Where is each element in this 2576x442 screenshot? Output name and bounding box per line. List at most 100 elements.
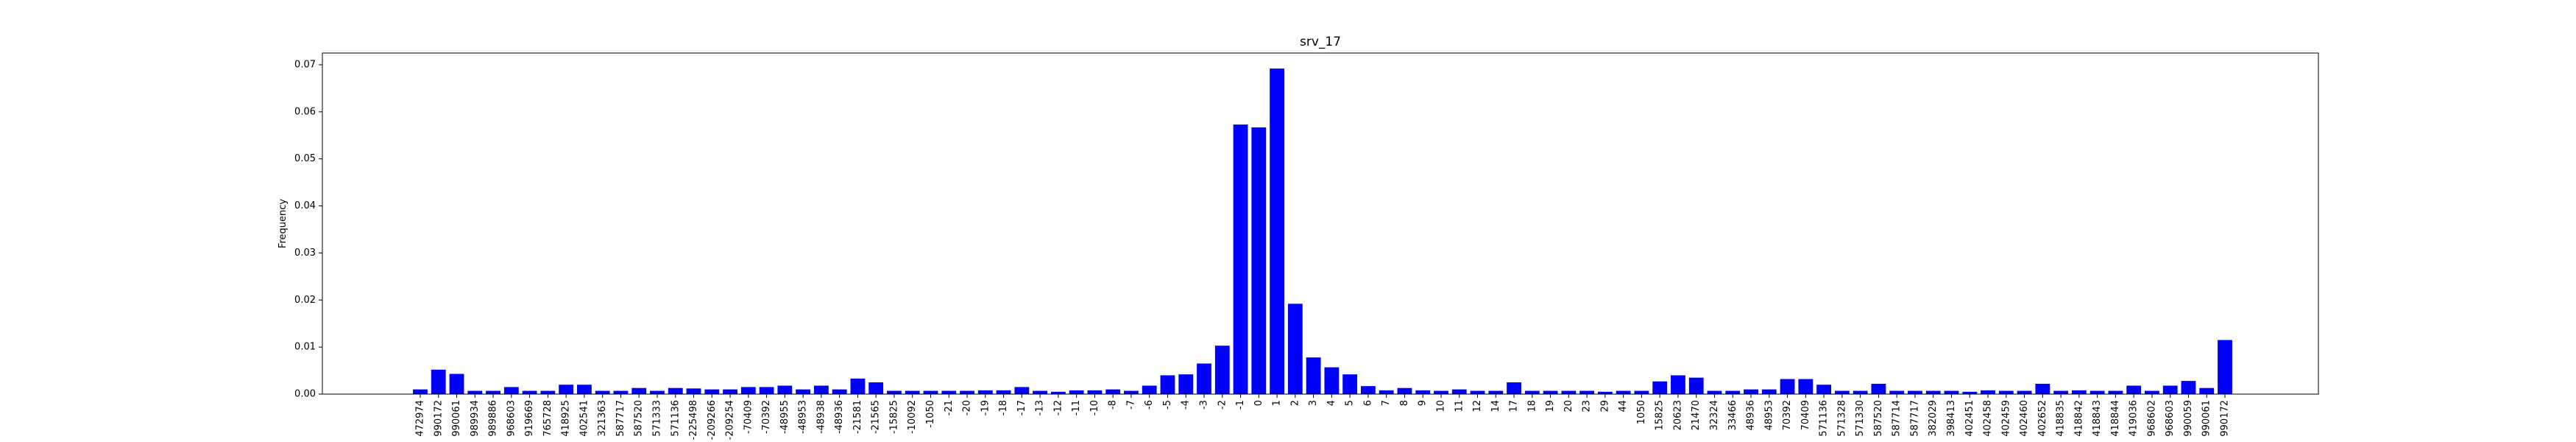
bar-402652	[2035, 383, 2050, 394]
bar--21581	[850, 378, 866, 394]
x-tick-label: -8	[1108, 400, 1119, 410]
x-tick-label: 4	[1326, 400, 1337, 406]
bar-4	[1324, 367, 1340, 394]
x-tick-label: 968602	[2146, 400, 2157, 437]
bar--1	[1233, 124, 1248, 394]
y-tick-label: 0.04	[294, 200, 316, 211]
bar--4	[1178, 374, 1194, 394]
x-tick-label: 11	[1454, 400, 1465, 413]
bar--7	[1124, 390, 1139, 394]
bar--48938	[813, 385, 829, 394]
x-tick-label: -6	[1144, 400, 1155, 410]
bar-48953	[1761, 389, 1777, 394]
bar--13	[1033, 390, 1047, 394]
bar-968603	[2162, 385, 2178, 394]
bar-587520	[631, 387, 647, 394]
x-tick-label: -19	[980, 400, 991, 415]
bar-398413	[1944, 390, 1959, 394]
x-tick-label: -7	[1125, 400, 1136, 410]
x-tick-label: 14	[1490, 400, 1501, 413]
bar-29	[1597, 391, 1613, 394]
x-tick-label: -21581	[852, 400, 863, 434]
y-tick-label: 0.01	[294, 342, 316, 353]
x-tick-label: -4	[1181, 400, 1192, 410]
bar-70392	[1780, 379, 1795, 394]
x-tick-label: 990172	[2220, 400, 2231, 437]
bar-990059	[2181, 381, 2196, 394]
bar--5	[1160, 375, 1175, 394]
bar-19	[1543, 390, 1558, 394]
x-tick-label: 19	[1545, 400, 1556, 413]
bar--2	[1214, 345, 1230, 394]
x-tick-label: 1050	[1636, 400, 1647, 424]
x-tick-label: 587717	[1909, 400, 1920, 437]
plot-frame	[322, 52, 2319, 395]
x-tick-label: 402459	[2000, 400, 2011, 437]
bar-990172	[2218, 340, 2232, 394]
bar--209266	[704, 389, 720, 394]
bar-10	[1434, 390, 1448, 394]
x-tick-label: 989934	[470, 400, 481, 437]
x-tick-label: 33466	[1727, 400, 1738, 430]
bar--70392	[759, 387, 774, 394]
x-tick-label: -10	[1089, 400, 1100, 415]
bar-70409	[1798, 379, 1814, 394]
x-tick-label: -48955	[779, 400, 790, 434]
x-axis: 472974 990172 990061 989934 989886 968603 9196…	[415, 394, 2231, 440]
bar--48955	[777, 385, 793, 394]
bar-0	[1251, 127, 1267, 394]
bar-765728	[540, 390, 556, 394]
x-tick-label: -209266	[707, 400, 718, 440]
x-tick-label: -13	[1035, 400, 1046, 415]
bar-14	[1488, 390, 1504, 394]
x-tick-label: -209254	[725, 400, 736, 440]
x-tick-label: 382029	[1928, 400, 1939, 437]
bar--17	[1014, 387, 1030, 394]
bar--21	[941, 390, 957, 394]
x-tick-label: -10092	[907, 400, 918, 434]
bar-20623	[1671, 375, 1685, 394]
bar-472974	[413, 389, 428, 394]
bar-571136	[1816, 385, 1832, 394]
bar--12	[1050, 391, 1066, 394]
bar--19	[977, 390, 993, 394]
x-tick-label: -3	[1199, 400, 1210, 410]
bar--20	[960, 390, 974, 394]
bar-402451	[1962, 391, 1978, 394]
bar-17	[1507, 382, 1521, 394]
y-tick-label: 0.00	[294, 389, 316, 400]
x-tick-label: 29	[1599, 400, 1610, 413]
bar-587714	[1889, 390, 1905, 394]
x-tick-label: 587717	[615, 400, 626, 437]
x-tick-label: 402541	[578, 400, 590, 437]
bar--8	[1105, 389, 1121, 394]
x-tick-label: -17	[1016, 400, 1027, 415]
bar--209254	[723, 389, 737, 394]
x-tick-label: 919669	[524, 400, 535, 437]
bar-587717	[1908, 390, 1922, 394]
bar-11	[1451, 389, 1467, 394]
x-tick-label: 32324	[1709, 400, 1720, 430]
bar-402460	[2017, 390, 2032, 394]
x-tick-label: -1050	[925, 400, 936, 428]
x-tick-label: 44	[1618, 400, 1629, 413]
y-tick-label: 0.07	[294, 59, 316, 70]
bar-1050	[1634, 390, 1649, 394]
y-tick-label: 0.02	[294, 295, 316, 306]
x-tick-label: 17	[1509, 400, 1520, 413]
bar--1050	[923, 390, 938, 394]
bar--225498	[686, 388, 701, 394]
x-tick-label: 587520	[634, 400, 645, 437]
x-tick-label: 571330	[1855, 400, 1866, 437]
bar-6	[1361, 386, 1376, 394]
x-tick-label: -70409	[743, 400, 754, 434]
x-tick-label: 571333	[651, 400, 662, 437]
bar--18	[996, 390, 1011, 394]
bar-418844	[2108, 390, 2123, 394]
bar-15825	[1652, 381, 1668, 394]
x-tick-label: -225498	[688, 400, 699, 440]
x-tick-label: -11	[1071, 400, 1082, 415]
bar-571330	[1853, 390, 1868, 394]
x-tick-label: 990172	[433, 400, 444, 437]
